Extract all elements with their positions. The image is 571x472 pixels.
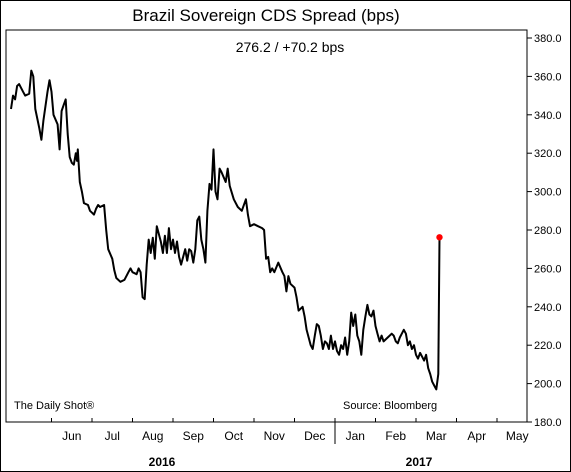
chart-title: Brazil Sovereign CDS Spread (bps) [132,6,399,25]
y-tick-label: 380.0 [534,33,562,45]
last-value-marker [436,234,443,241]
x-tick-label: Jan [346,429,365,443]
y-tick-label: 300.0 [534,187,562,199]
x-tick-label: Aug [142,429,163,443]
x-axis: Jun Jul Aug Sep Oct Nov Dec Jan Feb Mar Apr May 2016… [51,418,529,469]
series [10,69,443,391]
plot-area [5,29,528,423]
x-tick-label: Feb [385,429,406,443]
y-tick-label: 280.0 [534,225,562,237]
watermark-label: The Daily Shot® [14,400,94,412]
x-tick-label: Sep [183,429,205,443]
cds-spread-line [10,69,441,391]
y-tick-label: 260.0 [534,263,562,275]
y-tick-label: 180.0 [534,417,562,429]
y-tick-label: 240.0 [534,302,562,314]
x-tick-label: Dec [304,429,325,443]
y-tick-label: 360.0 [534,71,562,83]
x-tick-label: Apr [467,429,486,443]
x-tick-label: Oct [224,429,243,443]
year-label-2016: 2016 [149,455,176,469]
y-tick-label: 320.0 [534,148,562,160]
x-tick-label: Jun [62,429,81,443]
x-tick-label: Jul [105,429,120,443]
source-label: Source: Bloomberg [343,400,437,412]
y-tick-label: 220.0 [534,340,562,352]
chart-subtitle: 276.2 / +70.2 bps [236,39,345,55]
y-axis: 380.0 360.0 340.0 320.0 300.0 280.0 260.0 240.0… [527,33,562,429]
y-tick-label: 200.0 [534,379,562,391]
year-label-2017: 2017 [406,455,433,469]
x-tick-label: Nov [264,429,285,443]
x-tick-label: Mar [426,429,447,443]
y-tick-label: 340.0 [534,110,562,122]
x-tick-label: May [506,429,529,443]
